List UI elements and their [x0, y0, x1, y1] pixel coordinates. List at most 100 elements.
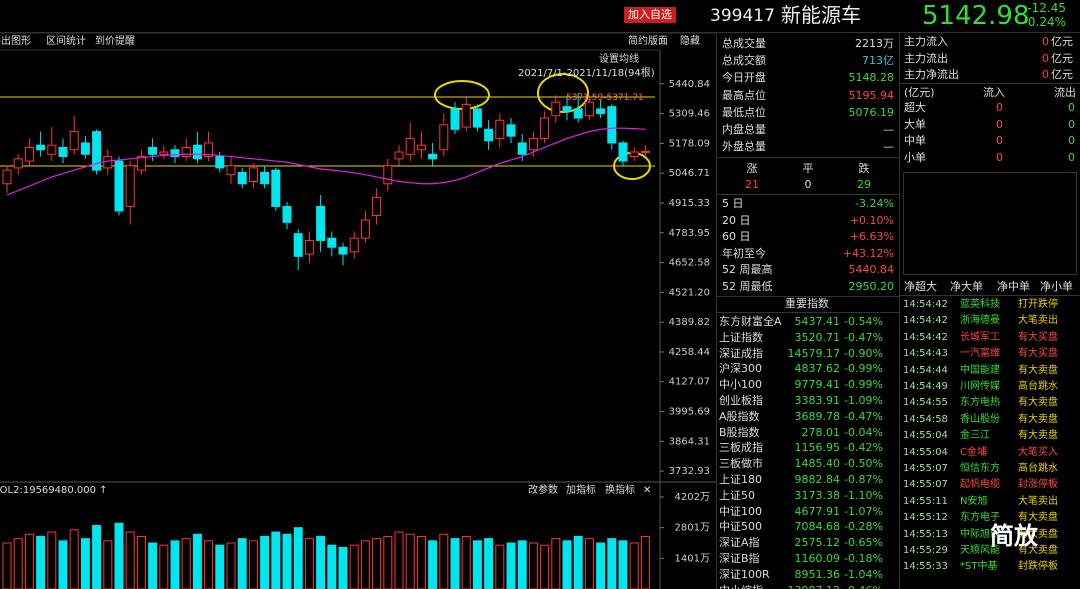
candle-body — [596, 108, 606, 114]
index-change: -0.28% — [844, 520, 883, 534]
index-change: -0.18% — [844, 552, 883, 565]
candle-body — [204, 142, 214, 158]
ma-line — [6, 127, 646, 196]
stock-name: 新能源车 — [781, 3, 861, 27]
index-price: 1160.09 — [794, 552, 841, 565]
ticker-time: 14:54:43 — [903, 348, 948, 360]
candle-body — [2, 169, 12, 185]
y-tick-label: 5046.71 — [669, 168, 710, 179]
candle-body — [159, 151, 169, 155]
perf-label: 52 周最高 — [722, 263, 773, 276]
perf-value: 2950.20 — [848, 279, 895, 293]
candle-body — [349, 237, 359, 253]
candle-body — [271, 169, 281, 207]
separator — [1076, 172, 1077, 275]
ticker-name: 东方电热 — [960, 397, 1000, 409]
breadth-label: 涨 — [746, 162, 758, 175]
index-name: 三板成指 — [719, 441, 763, 455]
volume-bar — [215, 544, 225, 589]
ticker-action: 高台跳水 — [1018, 463, 1058, 474]
candle-body — [607, 106, 617, 144]
volume-bar — [573, 535, 583, 589]
ticker-time: 14:54:58 — [903, 413, 948, 425]
volume-bar — [181, 538, 191, 589]
candle-body — [461, 103, 471, 128]
flow-unit-label: (亿元) — [904, 86, 935, 99]
y-tick-label: 3995.69 — [669, 407, 710, 418]
candle-body — [551, 101, 561, 117]
ticker-name: N安旭 — [960, 495, 988, 507]
ticker-time: 14:55:13 — [903, 528, 948, 540]
stat-label: 外盘总量 — [722, 140, 766, 154]
volume-bar — [36, 535, 46, 589]
candle-body — [316, 205, 326, 241]
indicator-button[interactable]: ✕ — [643, 485, 652, 496]
index-name: 创业板指 — [719, 394, 763, 407]
separator — [716, 312, 899, 313]
index-price: 5437.41 — [794, 315, 841, 328]
index-name: 深证100R — [719, 567, 770, 581]
volume-bar — [316, 535, 326, 589]
stat-value: 5195.94 — [848, 88, 895, 102]
flow-out: 0 — [1068, 101, 1075, 114]
index-change: -0.47% — [844, 409, 883, 423]
ticker-action: 有大卖盘 — [1018, 512, 1058, 524]
candle-body — [114, 160, 124, 212]
breadth-value: 21 — [745, 178, 759, 191]
indicator-button[interactable]: 改参数 — [528, 485, 558, 496]
separator — [903, 172, 1077, 173]
toolbar-button[interactable]: 导出图形 — [0, 36, 31, 47]
kline-chart: 5440.84 5309.46 5178.09 5046.71 4915.33 4783.… — [0, 32, 716, 589]
index-name: 上证50 — [719, 488, 755, 502]
volume-bar — [125, 531, 135, 589]
ticker-name: 香山股份 — [960, 413, 1000, 425]
separator — [900, 295, 1080, 296]
ticker-action: 有大卖盘 — [1018, 364, 1058, 376]
flow-value: 0 — [1042, 51, 1049, 65]
flow-detail-label: 超大 — [904, 101, 926, 114]
index-name: 深证成指 — [719, 346, 763, 360]
ticker-name: 起帆电缆 — [960, 479, 1000, 491]
candle-body — [136, 156, 146, 171]
candle-body — [226, 165, 236, 176]
perf-value: +43.12% — [842, 246, 894, 260]
index-name: 深证B指 — [719, 552, 760, 565]
separator — [0, 32, 1080, 33]
volume-bar — [618, 540, 628, 589]
stat-label: 总成交额 — [722, 54, 766, 68]
indicator-button[interactable]: 加指标 — [566, 485, 596, 496]
flow-out: 0 — [1068, 117, 1075, 131]
volume-bar — [472, 540, 482, 589]
flow-detail-label: 小单 — [904, 150, 926, 164]
volume-bar — [349, 544, 359, 589]
index-name: B股指数 — [719, 425, 760, 439]
ticker-name: 浙海德曼 — [960, 315, 1000, 327]
toolbar-button[interactable]: 简约版面 — [628, 36, 668, 47]
indicator-button[interactable]: 换指标 — [605, 485, 635, 496]
toolbar-button[interactable]: 隐藏 — [680, 36, 700, 47]
separator — [716, 33, 717, 589]
volume-bar — [136, 535, 146, 589]
volume-bar — [148, 542, 158, 589]
index-change: -0.99% — [844, 362, 883, 376]
index-price: 7084.68 — [794, 520, 841, 534]
index-change: -0.04% — [844, 425, 883, 439]
volume-bar — [58, 540, 68, 589]
candle-body — [405, 137, 415, 155]
index-change: -0.87% — [844, 473, 883, 486]
ticker-action: 有大卖盘 — [1018, 397, 1058, 409]
ticker-name: 长城军工 — [960, 331, 1000, 343]
toolbar-button[interactable]: 区间统计 — [46, 36, 86, 47]
set-ma-button[interactable]: 设置均线 — [599, 54, 639, 65]
volume-bar — [13, 538, 23, 589]
add-watchlist-button[interactable]: 加入自选 — [624, 7, 676, 23]
stat-value: 713亿 — [862, 54, 894, 68]
y-tick-label: 4389.82 — [669, 317, 710, 328]
separator — [900, 83, 1080, 84]
index-change: -0.54% — [844, 315, 883, 328]
index-name: 沪深300 — [719, 362, 762, 376]
volume-bar — [629, 542, 639, 589]
toolbar-button[interactable]: 到价提醒 — [95, 36, 135, 47]
range-label: 2021/7/1-2021/11/18(94根) — [518, 68, 655, 79]
index-change: -0.90% — [844, 346, 883, 360]
